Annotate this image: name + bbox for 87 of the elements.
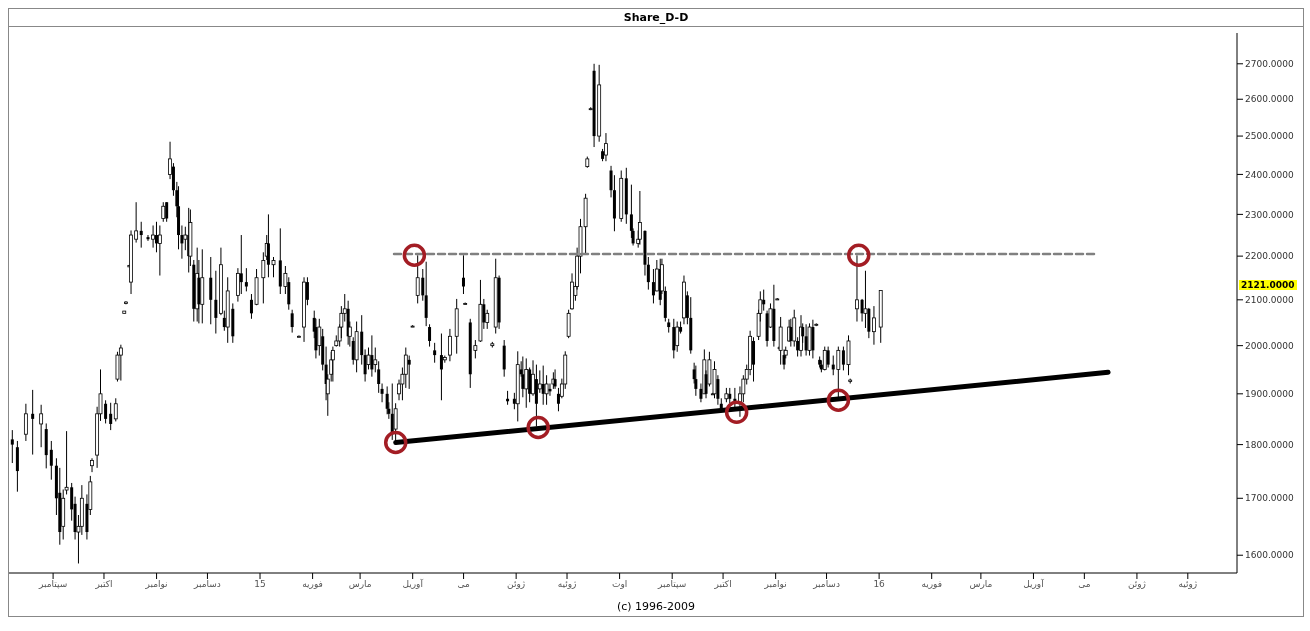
candlestick — [855, 254, 859, 323]
y-tick-label: 1900.0000 — [1245, 389, 1294, 400]
point — [526, 415, 550, 440]
x-tick-label: فوریه — [921, 579, 943, 590]
candlestick — [113, 397, 118, 422]
candlestick — [752, 336, 756, 383]
candlestick — [428, 323, 432, 348]
candlestick — [370, 334, 374, 378]
x-tick-label: نوامبر — [144, 579, 168, 590]
x-tick-label: اوت — [611, 579, 628, 590]
candlestick — [651, 268, 655, 304]
x-tick-label: آوریل — [402, 578, 424, 590]
x-tick-label: اکتبر — [94, 579, 113, 590]
candlestick — [807, 322, 812, 357]
point — [402, 243, 427, 268]
x-tick-label: می — [1078, 579, 1091, 590]
x-tick-label: ژوئن — [507, 579, 526, 590]
candlestick — [380, 383, 384, 403]
x-tick-label: دسامبر — [812, 579, 840, 590]
y-tick-label: 2100.0000 — [1245, 295, 1294, 306]
candlestick — [209, 256, 213, 325]
candlestick — [297, 334, 301, 338]
candlestick — [23, 403, 28, 442]
candlestick — [290, 309, 294, 334]
x-tick-label: آوریل — [1023, 578, 1045, 590]
x-tick-label: می — [457, 579, 470, 590]
candlestick — [461, 254, 465, 295]
candlestick — [165, 201, 169, 223]
x-tick-label: ژوئیه — [557, 579, 577, 590]
candlestick — [502, 339, 506, 378]
y-tick-label: 1600.0000 — [1245, 550, 1294, 561]
x-tick-label: ژوئن — [1127, 579, 1146, 590]
candlestick — [39, 404, 44, 448]
y-tick-label: 2400.0000 — [1245, 169, 1294, 180]
x-tick-label: نوامبر — [763, 579, 787, 590]
candlestick — [109, 402, 113, 431]
candlestick — [154, 221, 158, 253]
candlestick — [672, 318, 676, 359]
point — [826, 388, 851, 413]
y-tick-label: 2200.0000 — [1245, 251, 1294, 262]
candlestick — [146, 234, 150, 242]
x-tick-label: 15 — [254, 579, 266, 590]
candlestick — [239, 234, 243, 295]
text: 2121.0000 — [1239, 280, 1297, 291]
y-tick-label: 2600.0000 — [1245, 94, 1294, 105]
candlestick — [415, 254, 420, 304]
y-tick-label: 2500.0000 — [1245, 131, 1294, 142]
candlestick — [157, 224, 162, 277]
y-tick-label: 2000.0000 — [1245, 340, 1294, 351]
x-tick-label: دسامبر — [193, 579, 221, 590]
candlestick — [846, 334, 851, 376]
y-tick-label: 1800.0000 — [1245, 439, 1294, 450]
candlestick — [151, 224, 155, 249]
y-tick-label: 2300.0000 — [1245, 209, 1294, 220]
x-tick-label: سپتامبر — [37, 579, 68, 590]
candlestick — [31, 389, 35, 456]
x-tick-label: 16 — [873, 579, 886, 590]
x-tick-label: مارس — [969, 579, 993, 590]
candlestick — [15, 440, 19, 493]
candlestick — [139, 221, 143, 249]
candlestick — [407, 355, 411, 390]
candlestick — [433, 342, 437, 364]
y-tick-label: 1700.0000 — [1245, 493, 1294, 504]
point — [383, 430, 408, 455]
candlestick — [762, 289, 766, 312]
y-tick-label: 2700.0000 — [1245, 58, 1294, 69]
point — [847, 243, 871, 268]
candlestick — [244, 267, 248, 292]
candlestick — [448, 328, 452, 362]
x-tick-label: فوریه — [302, 579, 323, 590]
x-tick-label: ژوئیه — [1178, 579, 1198, 590]
x-tick-label: اکتبر — [713, 579, 732, 590]
candlestick — [161, 201, 166, 223]
point — [724, 400, 749, 425]
candlestick — [214, 270, 218, 335]
x-tick-label: مارس — [348, 579, 372, 590]
candlestick — [439, 333, 443, 401]
candlestick — [49, 440, 53, 481]
candlestick — [10, 429, 14, 464]
candlestick — [826, 346, 830, 368]
x-tick-label: سپتامبر — [657, 579, 687, 590]
candlestick — [90, 457, 94, 473]
candlestick — [566, 309, 571, 339]
candlestick — [424, 261, 428, 327]
text: (c) 1996-2009 — [615, 599, 697, 615]
chart-title: Share_D-D — [9, 9, 1303, 27]
candlestick — [872, 305, 876, 346]
